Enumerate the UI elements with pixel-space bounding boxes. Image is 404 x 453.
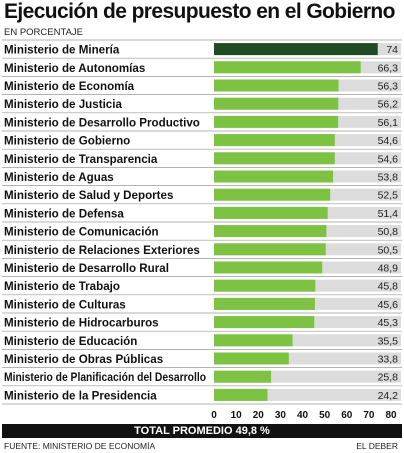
source-note: FUENTE: MINISTERIO DE ECONOMÍA — [4, 441, 156, 451]
bar — [214, 261, 323, 274]
category-label: Ministerio de Transparencia — [4, 153, 158, 166]
category-label: Ministerio de Autonomías — [4, 62, 145, 75]
value-label: 45,6 — [378, 299, 399, 311]
publisher-brand: EL DEBER — [356, 441, 398, 451]
value-label: 48,9 — [378, 263, 399, 275]
bar — [214, 297, 315, 310]
value-label: 50,8 — [378, 226, 399, 238]
bar — [214, 115, 339, 128]
category-label: Ministerio de Comunicación — [4, 226, 159, 239]
category-label: Ministerio de Desarrollo Rural — [4, 262, 169, 275]
bar — [214, 206, 328, 219]
bar — [214, 134, 335, 147]
category-label: Ministerio de Trabajo — [4, 280, 120, 293]
bar — [214, 61, 361, 74]
x-tick-label: 80 — [385, 410, 397, 421]
category-label: Ministerio de Planificación del Desarrol… — [4, 371, 206, 384]
category-label: Ministerio de Culturas — [4, 298, 126, 311]
value-label: 33,8 — [378, 354, 399, 366]
value-label: 45,3 — [378, 317, 399, 329]
value-label: 74 — [386, 44, 398, 56]
value-label: 56,3 — [378, 81, 399, 93]
value-label: 53,8 — [378, 172, 399, 184]
value-label: 54,6 — [378, 153, 399, 165]
x-tick-label: 0 — [211, 410, 217, 421]
category-label: Ministerio de Hidrocarburos — [4, 317, 159, 330]
category-label: Ministerio de Justicia — [4, 98, 122, 111]
value-label: 25,8 — [378, 372, 399, 384]
category-label: Ministerio de Educación — [4, 335, 137, 348]
bar-chart: Ministerio de Minería 74 Ministerio de Aut… — [2, 39, 402, 421]
x-tick-label: 60 — [341, 410, 353, 421]
value-label: 66,3 — [378, 62, 399, 74]
x-tick-label: 10 — [231, 410, 243, 421]
bar — [214, 79, 339, 92]
value-label: 45,8 — [378, 281, 399, 293]
x-tick-label: 40 — [297, 410, 309, 421]
category-label: Ministerio de Gobierno — [4, 135, 130, 148]
total-average-banner: TOTAL PROMEDIO 49,8 % — [2, 424, 402, 438]
bar — [214, 352, 289, 365]
category-label: Ministerio de Relaciones Exteriores — [4, 244, 200, 257]
value-label: 24,2 — [378, 390, 399, 402]
value-label: 56,2 — [378, 99, 399, 111]
category-label: Ministerio de Aguas — [4, 171, 114, 184]
value-label: 52,5 — [378, 190, 399, 202]
bar — [214, 334, 293, 347]
value-label: 54,6 — [378, 135, 399, 147]
value-label: 50,5 — [378, 244, 399, 256]
category-label: Ministerio de Salud y Deportes — [4, 189, 173, 202]
bar — [214, 279, 316, 292]
value-label: 56,1 — [378, 117, 399, 129]
bar — [214, 188, 331, 201]
bar — [214, 316, 315, 329]
category-label: Ministerio de Minería — [4, 44, 120, 57]
bar — [214, 43, 378, 56]
bar — [214, 97, 339, 110]
x-tick-label: 30 — [275, 410, 287, 421]
category-label: Ministerio de Defensa — [4, 207, 124, 220]
bar — [214, 370, 272, 383]
bar — [214, 225, 327, 238]
category-label: Ministerio de la Presidencia — [4, 389, 157, 402]
x-tick-label: 50 — [319, 410, 331, 421]
bar — [214, 170, 334, 183]
category-label: Ministerio de Economía — [4, 80, 135, 93]
bar — [214, 388, 268, 401]
value-label: 51,4 — [378, 208, 399, 220]
bar — [214, 152, 335, 165]
value-label: 35,5 — [378, 335, 399, 347]
bar — [214, 243, 326, 256]
chart-subtitle: EN PORCENTAJE — [4, 27, 84, 38]
category-label: Ministerio de Desarrollo Productivo — [4, 116, 200, 129]
category-label: Ministerio de Obras Públicas — [4, 353, 163, 366]
x-tick-label: 20 — [253, 410, 265, 421]
chart-title: Ejecución de presupuesto en el Gobierno — [4, 0, 395, 23]
x-tick-label: 70 — [363, 410, 375, 421]
